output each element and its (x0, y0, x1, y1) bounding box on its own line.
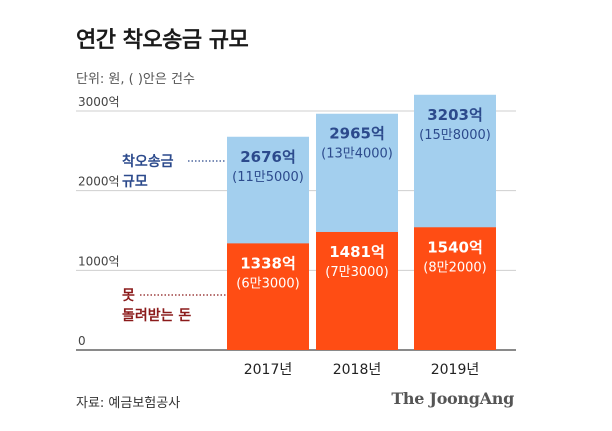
x-tick-label: 2019년 (431, 362, 480, 378)
legend-total-label: 착오송금 (122, 153, 174, 170)
unrecovered-value-label: 1540억 (427, 238, 483, 256)
chart-title: 연간 착오송금 규모 (76, 28, 249, 53)
unrecovered-count-label: (7만3000) (325, 265, 388, 280)
total-count-label: (15만8000) (419, 128, 491, 143)
unrecovered-value-label: 1481억 (329, 243, 385, 261)
total-value-label: 3203억 (427, 106, 483, 124)
bar-unrecovered (414, 227, 496, 350)
legend-unrecovered-label: 못 (122, 288, 135, 304)
legend-total-label: 규모 (122, 174, 148, 190)
legend-unrecovered-label: 돌려받는 돈 (122, 307, 191, 324)
x-tick-label: 2017년 (244, 362, 293, 378)
unrecovered-count-label: (8만2000) (423, 260, 486, 275)
total-value-label: 2965억 (329, 125, 385, 143)
y-tick-label: 0 (78, 334, 86, 348)
unit-note: 단위: 원, ( )안은 건수 (76, 72, 195, 87)
y-tick-label: 3000억 (78, 95, 120, 109)
unrecovered-value-label: 1338억 (240, 254, 296, 272)
y-tick-label: 2000억 (78, 175, 120, 189)
bar-unrecovered (316, 231, 398, 350)
source-note: 자료: 예금보험공사 (76, 396, 181, 411)
bar-unrecovered (227, 243, 309, 350)
total-count-label: (13만4000) (321, 147, 393, 162)
brand-logo: The JoongAng (391, 389, 514, 408)
total-value-label: 2676억 (240, 148, 296, 166)
unrecovered-count-label: (6만3000) (236, 276, 299, 291)
y-tick-label: 1000억 (78, 254, 120, 268)
total-count-label: (11만5000) (232, 170, 304, 185)
x-tick-label: 2018년 (333, 362, 382, 378)
